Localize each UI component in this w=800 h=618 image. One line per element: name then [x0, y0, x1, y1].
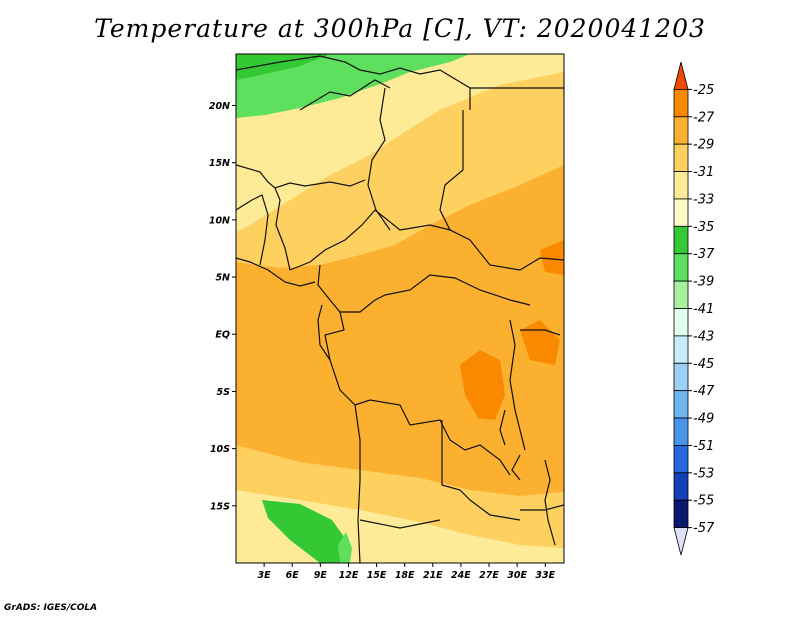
border-sahara-north: [236, 55, 471, 110]
border-chad-sudan: [439, 110, 464, 231]
lat-tick-label: 15N: [209, 158, 230, 169]
colorbar-segment: [673, 143, 689, 172]
border-nigeria-west: [274, 187, 291, 271]
colorbar-segment: [673, 198, 689, 227]
colorbar-level-label: -55: [693, 494, 714, 509]
colorbar-segment: [673, 253, 689, 282]
longitude-axis: 3E 6E 9E 12E 15E 18E 21E 24E 27E 30E 33E: [258, 563, 556, 581]
lon-tick-label: 12E: [339, 570, 359, 581]
colorbar-level-label: -47: [693, 384, 715, 399]
colorbar-segment: [673, 280, 689, 309]
lat-tick-label: 20N: [209, 101, 230, 112]
colorbar-segment: [673, 472, 689, 501]
colorbar-level-label: -27: [693, 110, 715, 125]
lat-tick-label: 5S: [217, 387, 231, 398]
lon-tick-label: 9E: [314, 570, 328, 581]
lake-tanganyika: [499, 409, 506, 446]
border-car-congo: [317, 264, 531, 313]
colorbar-segment: [673, 362, 689, 392]
lat-tick-label: 10N: [209, 215, 230, 226]
colorbar-level-label: -29: [693, 138, 714, 153]
lon-tick-label: 6E: [286, 570, 300, 581]
border-gabon-congo: [324, 311, 356, 406]
lat-tick-label: 15S: [210, 501, 230, 512]
colorbar-level-label: -45: [693, 357, 714, 372]
border-car-sudan: [374, 209, 564, 271]
colorbar-level-label: -37: [693, 247, 715, 262]
border-zimbabwe: [520, 504, 564, 511]
colorbar-segment: [673, 445, 689, 474]
colorbar: -25 -27 -29 -31 -33 -35 -37 -39 -41 -43 -45 -47 -49 -…: [673, 61, 715, 556]
lon-tick-label: 33E: [535, 570, 555, 581]
colorbar-segment: [673, 499, 689, 529]
lon-tick-label: 27E: [479, 570, 499, 581]
lat-tick-label: EQ: [215, 330, 230, 341]
field-green-south-light: [338, 532, 352, 563]
field-green-north: [236, 54, 470, 118]
colorbar-level-label: -49: [693, 412, 714, 427]
lon-tick-label: 18E: [395, 570, 415, 581]
colorbar-segment: [673, 116, 689, 145]
border-uganda-kenya: [520, 329, 561, 336]
colorbar-cap-bottom: [673, 527, 689, 556]
lake-malawi: [511, 454, 521, 481]
border-west: [236, 194, 269, 266]
lon-tick-label: 3E: [258, 570, 272, 581]
colorbar-segment: [673, 88, 689, 118]
colorbar-level-label: -39: [693, 275, 714, 290]
coast-gulf-guinea: [236, 257, 316, 287]
border-angola-zambia: [441, 420, 521, 521]
border-niger-chad: [367, 87, 391, 231]
colorbar-level-label: -53: [693, 466, 714, 481]
field-patch-27-congo: [460, 350, 505, 420]
colorbar-segment: [673, 335, 689, 364]
colorbar-level-label: -31: [693, 165, 714, 180]
colorbar-level-label: -43: [693, 329, 714, 344]
field-green-north-dark: [236, 54, 330, 80]
border-drc-angola: [354, 399, 511, 476]
chart-title: Temperature at 300hPa [C], VT: 202004120…: [94, 14, 706, 43]
map-frame: [235, 53, 565, 564]
border-namibia: [359, 519, 441, 529]
colorbar-segment: [673, 171, 689, 200]
colorbar-level-label: -35: [693, 220, 714, 235]
colorbar-level-label: -57: [693, 521, 715, 536]
country-borders: [236, 55, 564, 563]
lon-tick-label: 30E: [507, 570, 527, 581]
border-angola-west: [354, 404, 361, 563]
lat-tick-label: 5N: [215, 273, 230, 284]
field-green-south: [262, 500, 350, 563]
border-lakes: [509, 319, 526, 451]
colorbar-level-label: -33: [693, 192, 714, 207]
credit-label: GrADS: IGES/COLA: [4, 603, 98, 613]
colorbar-cap-top: [673, 61, 689, 90]
border-algeria-niger: [299, 79, 391, 111]
field-patch-27-east: [540, 240, 564, 275]
colorbar-segment: [673, 417, 689, 446]
colorbar-level-label: -41: [693, 302, 714, 317]
latitude-axis: 20N 15N 10N 5N EQ 5S 10S 15S: [209, 101, 236, 512]
colorbar-segment: [673, 225, 689, 255]
coast-gabon: [317, 304, 331, 361]
colorbar-segment: [673, 308, 689, 337]
lon-tick-label: 21E: [423, 570, 443, 581]
border-nigeria-cameroon: [289, 209, 376, 271]
border-malawi-mozambique: [544, 459, 556, 546]
lat-tick-label: 10S: [210, 444, 230, 455]
temperature-field: [236, 54, 564, 563]
border-sahel: [236, 164, 366, 189]
colorbar-segment: [673, 390, 689, 419]
colorbar-level-label: -25: [693, 83, 714, 98]
colorbar-level-label: -51: [693, 439, 714, 454]
lon-tick-label: 24E: [451, 570, 471, 581]
lon-tick-label: 15E: [367, 570, 387, 581]
